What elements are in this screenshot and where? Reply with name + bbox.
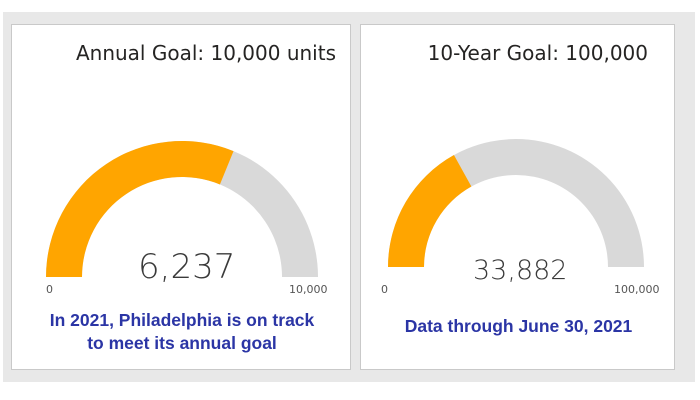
gauge <box>46 140 318 277</box>
card-title: Annual Goal: 10,000 units <box>75 41 336 65</box>
gauge-max-label: 100,000 <box>614 283 660 296</box>
gauge-note-line: Data through June 30, 2021 <box>404 316 633 336</box>
gauge-fill <box>46 140 234 277</box>
gauge-note-line: In 2021, Philadelphia is on track <box>49 310 315 330</box>
ten-year-goal-card: 10-Year Goal: 100,000 33,882 0 100,000 D… <box>360 24 675 370</box>
gauge-min-label: 0 <box>381 283 388 296</box>
gauge-note: In 2021, Philadelphia is on track to mee… <box>12 309 352 355</box>
gauge-value: 6,237 <box>138 247 236 287</box>
gauge-max-label: 10,000 <box>289 283 328 296</box>
gauge-note-line: to meet its annual goal <box>87 333 277 353</box>
gauge-note: Data through June 30, 2021 <box>361 315 676 338</box>
card-title: 10-Year Goal: 100,000 <box>427 41 648 65</box>
gauge-fill <box>388 155 472 267</box>
gauge-value: 33,882 <box>473 255 568 286</box>
annual-goal-card: Annual Goal: 10,000 units 6,237 0 10,000… <box>11 24 351 370</box>
gauge <box>388 139 644 267</box>
gauge-min-label: 0 <box>46 283 53 296</box>
